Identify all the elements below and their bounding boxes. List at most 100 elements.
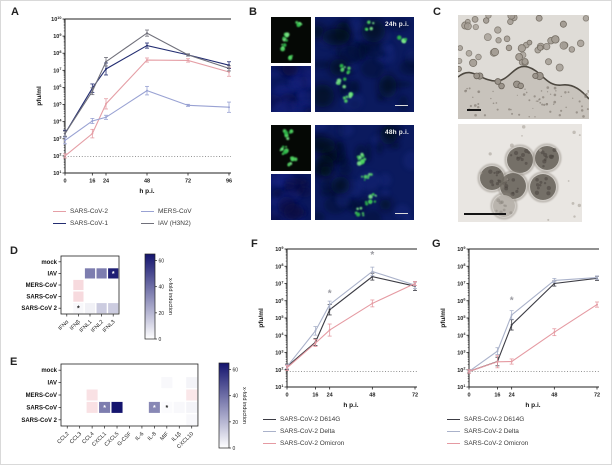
svg-text:102: 102 [275,367,283,374]
panel-label-d: D [10,245,18,257]
svg-text:IL-6: IL-6 [134,431,145,442]
svg-text:106: 106 [275,298,283,305]
svg-text:48: 48 [369,393,375,399]
svg-text:103: 103 [457,349,465,356]
svg-text:106: 106 [457,298,465,305]
legend-line-swatch [263,418,276,421]
svg-text:109: 109 [457,246,465,253]
legend-line-swatch [447,442,460,445]
svg-text:108: 108 [53,50,61,57]
svg-text:101: 101 [53,170,61,177]
svg-text:102: 102 [53,153,61,160]
svg-text:IAV: IAV [47,271,57,277]
svg-text:105: 105 [457,315,465,322]
svg-text:*: * [370,250,374,261]
svg-text:0: 0 [63,179,66,185]
svg-text:106: 106 [53,84,61,91]
svg-text:h p.i.: h p.i. [525,402,540,409]
svg-text:pfu/ml: pfu/ml [258,308,265,328]
svg-text:1010: 1010 [51,16,61,23]
legend-label: IAV (H3N2) [158,220,191,227]
legend-label: SARS-CoV-2 [70,208,108,215]
svg-text:103: 103 [275,349,283,356]
svg-text:104: 104 [275,332,284,339]
svg-text:24: 24 [103,179,110,185]
electron-micrograph-virions [458,124,582,222]
svg-text:MIF: MIF [159,431,170,442]
fluorescence-green-channel-48h [271,125,311,171]
scale-bar [467,109,481,111]
legend-label: SARS-CoV-2 D614G [280,416,341,423]
legend-item: MERS-CoV [141,208,192,215]
legend-line-swatch [53,222,66,225]
legend-item: SARS-CoV-2 Delta [447,428,528,435]
chart-f-legend: SARS-CoV-2 D614G SARS-CoV-2 Delta SARS-CoV… [263,414,344,449]
svg-text:IFNL3: IFNL3 [102,319,117,334]
svg-text:72: 72 [594,393,600,399]
legend-item: SARS-CoV-2 D614G [447,416,528,423]
svg-text:101: 101 [457,384,465,391]
fluorescence-blue-channel-48h [271,174,311,220]
svg-text:48: 48 [551,393,557,399]
svg-text:108: 108 [275,263,283,270]
svg-text:20: 20 [159,311,165,317]
svg-text:MERS-CoV: MERS-CoV [26,283,57,289]
svg-text:*: * [165,405,168,412]
svg-text:24: 24 [509,393,516,399]
svg-text:105: 105 [275,315,283,322]
legend-line-swatch [53,210,66,213]
svg-text:107: 107 [275,280,283,287]
svg-text:103: 103 [53,136,61,143]
svg-text:IAV: IAV [47,381,57,387]
svg-text:x-fold induction: x-fold induction [241,387,247,424]
svg-text:SARS-CoV 2: SARS-CoV 2 [21,306,57,312]
variant-growth-curves-chart-g: 101 102 103 104 105 106 107 108 109 0 16 24 48 72 pfu/… [440,246,600,409]
svg-text:x-fold induction: x-fold induction [167,278,173,315]
svg-text:*: * [510,295,514,306]
legend-line-swatch [141,222,154,225]
svg-text:72: 72 [412,393,418,399]
svg-text:h p.i.: h p.i. [139,188,154,195]
svg-text:*: * [103,405,106,412]
fluorescence-blue-channel-24h [271,66,311,112]
legend-line-swatch [263,442,276,445]
svg-text:60: 60 [233,368,239,374]
electron-micrograph-cell-surface [458,15,589,119]
svg-text:105: 105 [53,101,61,108]
chart-a-legend: SARS-CoV-2 MERS-CoV SARS-CoV-1 IAV (H3N2) [53,206,192,229]
chart-g-legend: SARS-CoV-2 D614G SARS-CoV-2 Delta SARS-CoV… [447,414,528,449]
legend-line-swatch [447,430,460,433]
scale-bar [395,104,408,106]
svg-text:16: 16 [494,393,500,399]
svg-text:*: * [112,271,115,278]
legend-label: SARS-CoV-1 [70,220,108,227]
scale-bar [395,212,408,214]
legend-item: SARS-CoV-2 Delta [263,428,344,435]
svg-text:h p.i.: h p.i. [343,402,358,409]
svg-text:0: 0 [233,446,236,452]
legend-line-swatch [447,418,460,421]
fluorescence-green-channel-24h [271,17,311,63]
svg-text:104: 104 [457,332,466,339]
legend-label: SARS-CoV-2 Delta [464,428,519,435]
cytokine-induction-heatmap: mock IAV MERS-CoV SARS-CoV SARS-CoV 2 CCL2CCL… [21,362,247,452]
svg-text:SARS-CoV 2: SARS-CoV 2 [21,418,57,424]
legend-line-swatch [263,430,276,433]
panel-label-e: E [10,356,18,368]
svg-text:109: 109 [275,246,283,253]
legend-item: IAV (H3N2) [141,220,192,227]
legend-item: SARS-CoV-2 Omicron [447,440,528,447]
legend-label: SARS-CoV-2 D614G [464,416,525,423]
svg-text:G-CSF: G-CSF [117,431,134,448]
svg-text:*: * [153,405,156,412]
fluorescence-merged-24h: 24h p.i. [315,17,414,112]
svg-text:60: 60 [159,259,165,265]
svg-text:CCL2: CCL2 [56,431,70,445]
svg-text:104: 104 [53,118,62,125]
legend-line-swatch [141,210,154,213]
legend-label: SARS-CoV-2 Omicron [464,440,529,447]
svg-text:107: 107 [53,67,61,74]
legend-item: SARS-CoV-2 [53,208,141,215]
interferon-induction-heatmap: mock IAV MERS-CoV SARS-CoV SARS-CoV 2 IFNα IFN… [21,253,173,343]
svg-text:101: 101 [275,384,283,391]
